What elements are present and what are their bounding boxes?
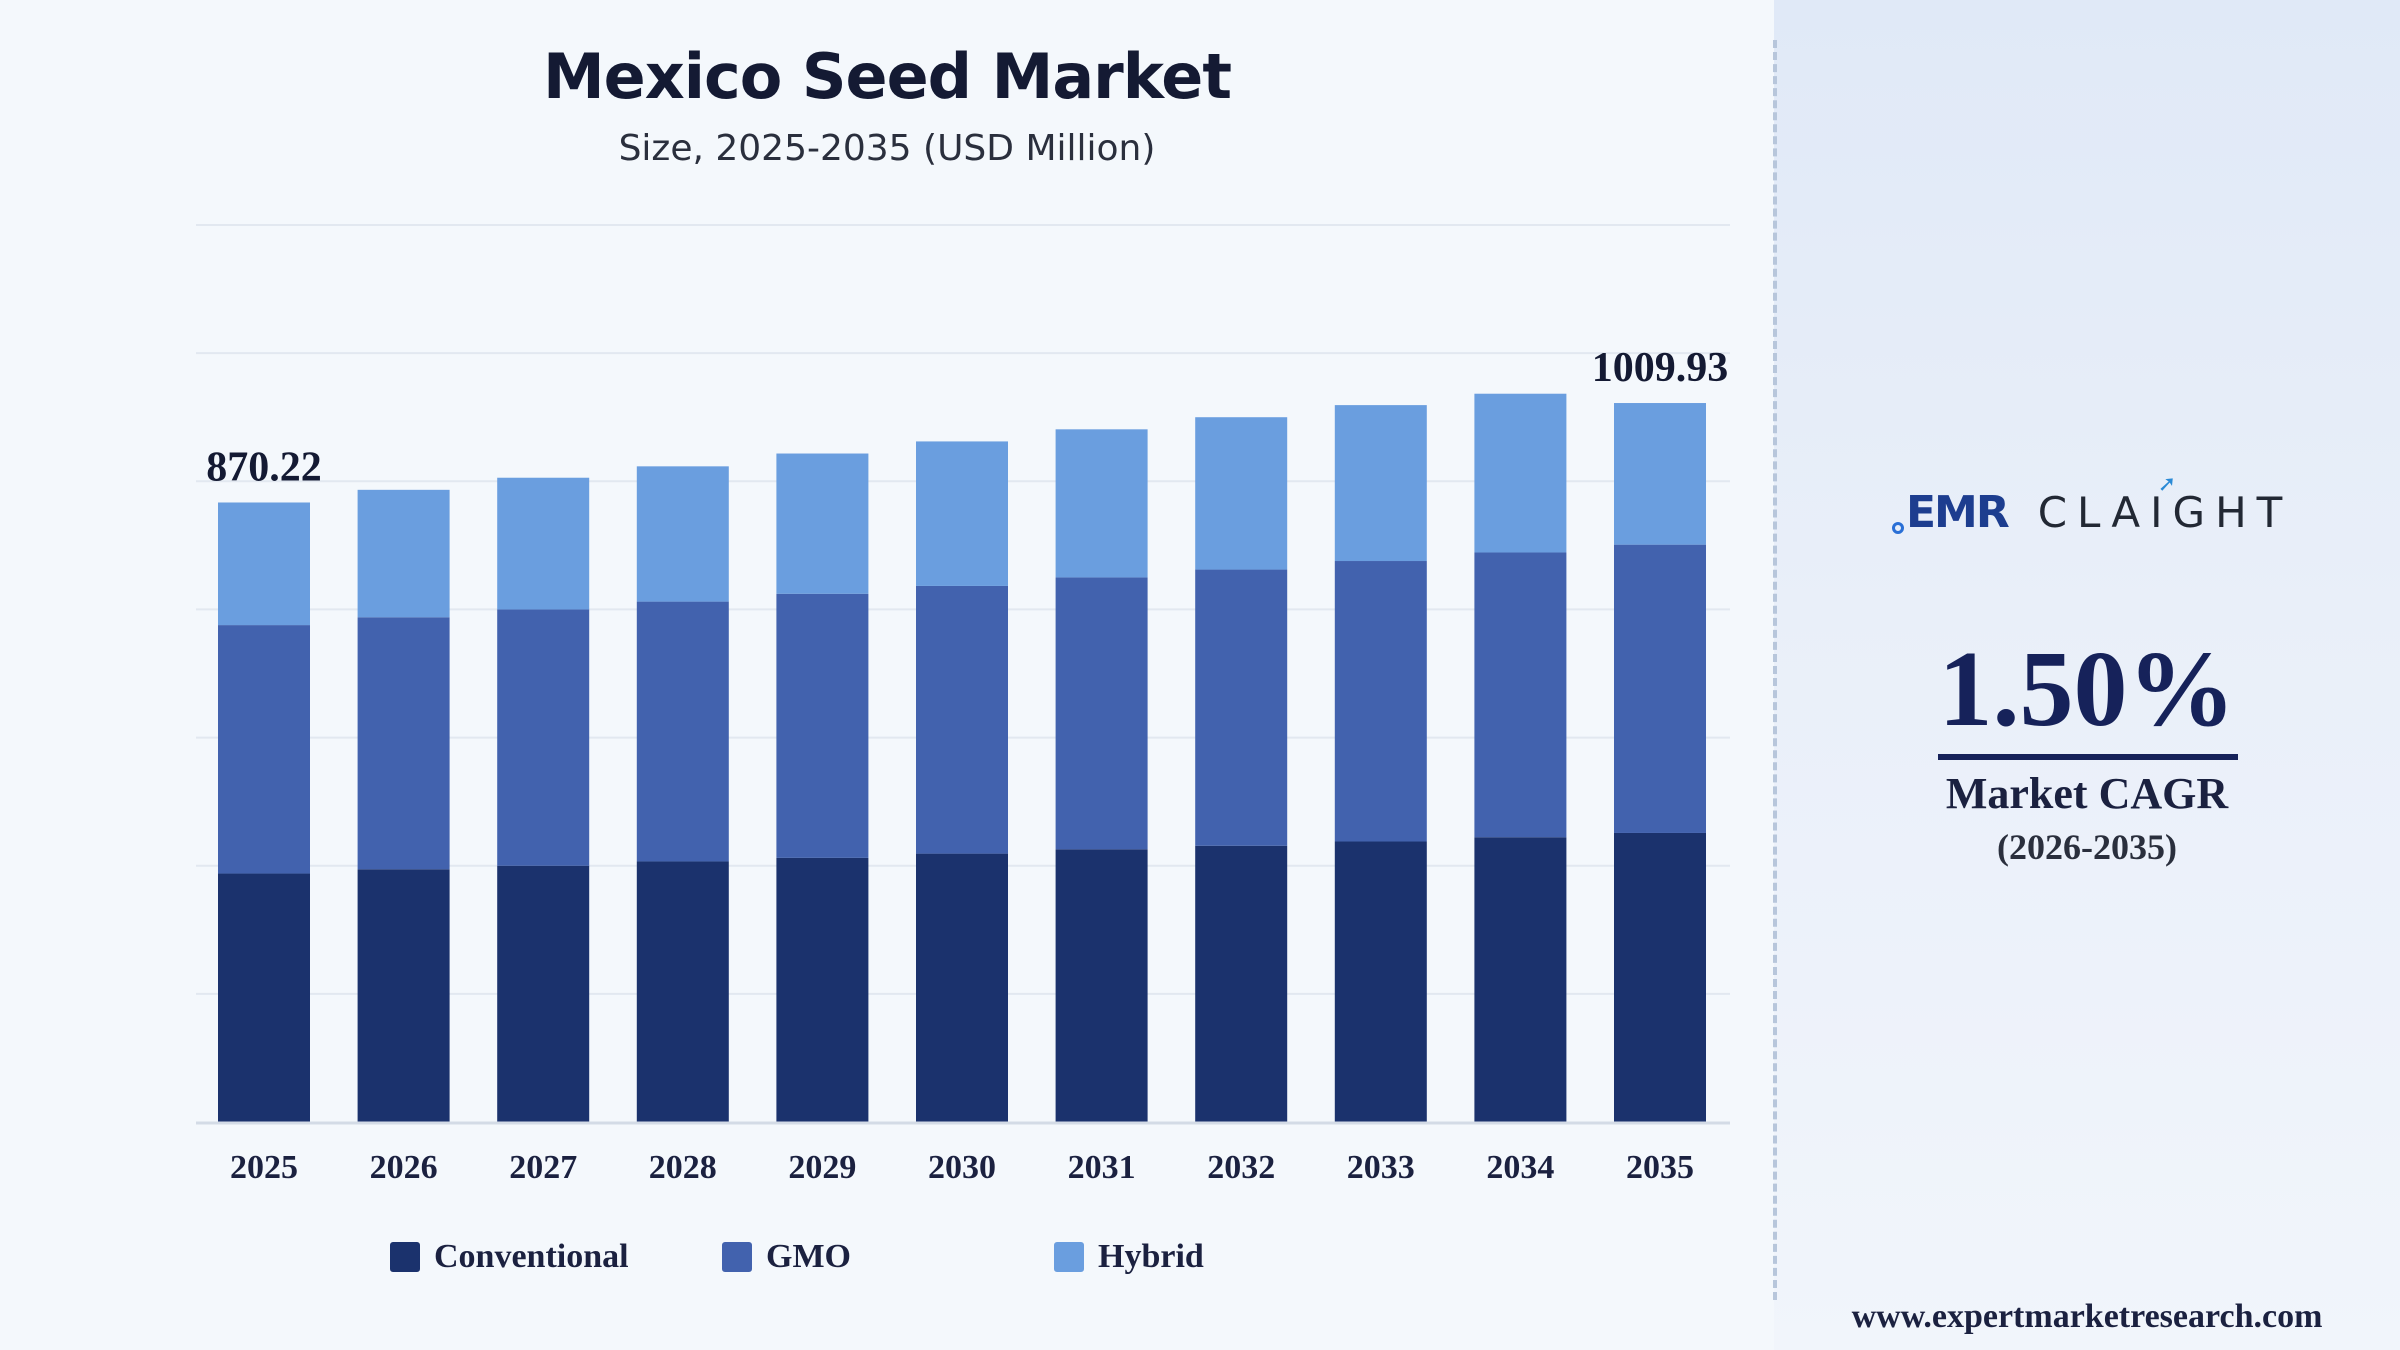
bar-conventional-2031 (1055, 849, 1148, 1122)
logo-claight: CLAIGHT ➚ (2037, 472, 2293, 537)
bar-conventional-2025 (218, 873, 310, 1122)
legend-swatch-conventional (390, 1242, 420, 1272)
legend-swatch-gmo (722, 1242, 752, 1272)
x-tick-label: 2025 (230, 1149, 298, 1186)
bar-hybrid-2027 (497, 477, 590, 610)
bar-conventional-2032 (1195, 845, 1288, 1122)
legend-item-conventional: Conventional (390, 1237, 629, 1277)
bar-conventional-2034 (1474, 837, 1567, 1122)
summary-panel (1774, 0, 2400, 1350)
website-link[interactable]: www.expertmarketresearch.com (1851, 1298, 2323, 1335)
x-tick-label: 2028 (649, 1149, 717, 1186)
cagr-label: Market CAGR (1945, 769, 2229, 818)
bar-gmo-2033 (1334, 561, 1427, 842)
logo-dot-icon (1892, 521, 1904, 534)
bar-gmo-2029 (776, 593, 869, 858)
bar-conventional-2026 (357, 869, 450, 1122)
x-tick-label: 2027 (509, 1149, 577, 1186)
cagr-period: (2026-2035) (1997, 827, 2177, 867)
legend-item-hybrid: Hybrid (1054, 1237, 1204, 1277)
x-tick-label: 2029 (788, 1149, 856, 1186)
x-tick-label: 2030 (928, 1149, 996, 1186)
logo-emr: EMR (1892, 486, 2010, 538)
data-label-2025: 870.22 (206, 444, 322, 490)
x-tick-label: 2033 (1347, 1149, 1415, 1186)
bar-conventional-2035 (1614, 832, 1706, 1122)
chart-title: Mexico Seed Market (542, 40, 1232, 113)
logo-emr-text: EMR (1906, 486, 2010, 538)
x-tick-label: 2034 (1486, 1149, 1554, 1186)
stacked-bar-chart: 2025 2026 2027 2028 2029 2030 2031 2032 2033 2034… (196, 224, 1730, 1186)
bar-hybrid-2030 (916, 441, 1008, 586)
bar-hybrid-2025 (218, 502, 310, 626)
company-logo: EMR CLAIGHT ➚ (1892, 472, 2292, 552)
data-label-2035: 1009.93 (1592, 345, 1729, 391)
bar-conventional-2027 (497, 865, 590, 1122)
bar-hybrid-2034 (1474, 393, 1567, 553)
bar-gmo-2027 (497, 609, 590, 866)
bar-gmo-2026 (357, 617, 450, 870)
bar-gmo-2034 (1474, 552, 1567, 838)
bar-conventional-2030 (916, 853, 1008, 1122)
cagr-underline (1938, 754, 2238, 760)
bar-gmo-2028 (636, 601, 729, 862)
x-tick-label: 2032 (1207, 1149, 1275, 1186)
bar-conventional-2028 (636, 861, 729, 1122)
x-tick-label: 2031 (1068, 1149, 1136, 1186)
bar-hybrid-2033 (1334, 405, 1427, 562)
bar-gmo-2035 (1614, 544, 1706, 833)
bar-conventional-2033 (1334, 841, 1427, 1122)
panel-divider (1773, 40, 1777, 1300)
bar-gmo-2030 (916, 585, 1008, 854)
bar-hybrid-2035 (1614, 403, 1706, 545)
bar-hybrid-2026 (357, 489, 450, 618)
legend-label-hybrid: Hybrid (1098, 1238, 1204, 1275)
legend-label-gmo: GMO (766, 1238, 851, 1275)
legend-item-gmo: GMO (722, 1237, 851, 1277)
bar-gmo-2031 (1055, 577, 1148, 850)
bar-gmo-2025 (218, 625, 310, 874)
legend-label-conventional: Conventional (434, 1238, 629, 1275)
bar-conventional-2029 (776, 857, 869, 1122)
logo-arrow-icon: ➚ (2157, 471, 2177, 497)
bar-hybrid-2032 (1195, 417, 1288, 570)
bar-gmo-2032 (1195, 569, 1288, 846)
x-tick-label: 2026 (370, 1149, 438, 1186)
chart-subtitle: Size, 2025-2035 (USD Million) (618, 128, 1156, 169)
legend-swatch-hybrid (1054, 1242, 1084, 1272)
bar-hybrid-2031 (1055, 429, 1148, 578)
bar-hybrid-2029 (776, 453, 869, 594)
x-tick-label: 2035 (1626, 1149, 1694, 1186)
cagr-value: 1.50% (1938, 630, 2236, 749)
logo-claight-text: CLAIGHT (2037, 487, 2293, 537)
bar-hybrid-2028 (636, 466, 729, 602)
